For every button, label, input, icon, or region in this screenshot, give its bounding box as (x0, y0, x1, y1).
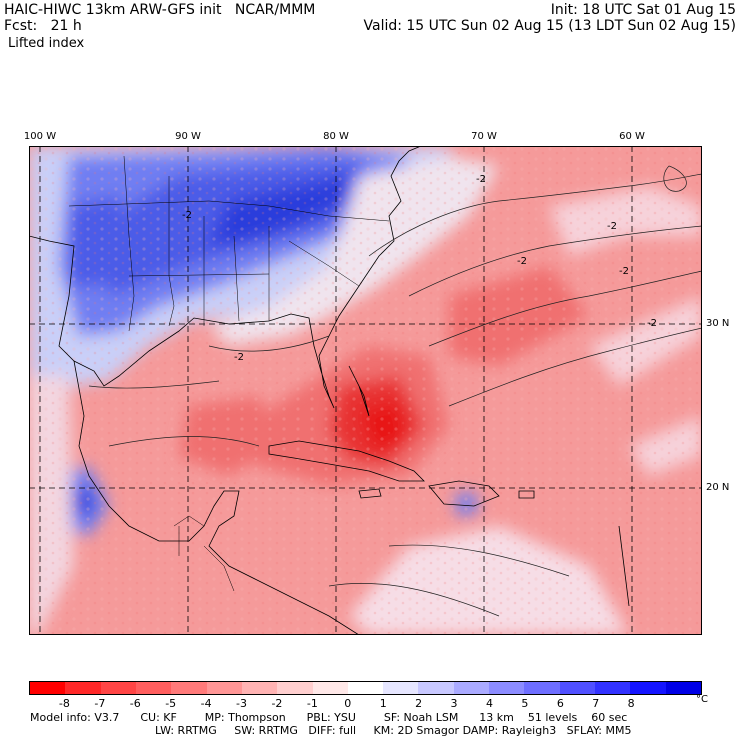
model-info-line-2: LW: RRTMG SW: RRTMG DIFF: full KM: 2D Sm… (155, 724, 632, 737)
colorbar-tick-label: -2 (271, 697, 283, 710)
colorbar-tick-label: -6 (129, 697, 141, 710)
colorbar-segment (135, 682, 172, 694)
colorbar-segment (347, 682, 384, 694)
forecast-hour: Fcst: 21 h (4, 18, 82, 34)
colorbar-segment (595, 682, 631, 694)
colorbar-tick-label: 3 (450, 697, 458, 710)
colorbar-tick-label: 2 (415, 697, 423, 710)
colorbar-tick-label: -3 (236, 697, 247, 710)
colorbar-tick-label: -1 (306, 697, 318, 710)
valid-time: Valid: 15 UTC Sun 02 Aug 15 (13 LDT Sun … (363, 18, 737, 34)
colorbar-segment (630, 682, 666, 694)
colorbar-segment (524, 682, 560, 694)
field-texture (29, 146, 702, 635)
colorbar-tick-label: -7 (94, 697, 106, 710)
colorbar-tick-label: 8 (627, 697, 635, 710)
colorbar-tick-label: 0 (344, 697, 352, 710)
colorbar-tick-label: 5 (521, 697, 529, 710)
contour-label: -2 (476, 174, 486, 185)
colorbar (29, 681, 702, 695)
colorbar-tick-label: 6 (556, 697, 564, 710)
contour-label: -2 (647, 318, 657, 329)
colorbar-segment (559, 682, 595, 694)
contour-label: -2 (619, 266, 629, 277)
latlon-grid (29, 146, 702, 635)
contour-labels: -2 -2 -2 -2 -2 -2 -2 (182, 174, 657, 363)
model-info-line-1: Model info: V3.7 CU: KF MP: Thompson PBL… (30, 711, 628, 724)
colorbar-tick-label: 4 (485, 697, 493, 710)
model-title: HAIC-HIWC 13km ARW-GFS init NCAR/MMM (4, 2, 316, 18)
colorbar-segment (418, 682, 454, 694)
contour-label: -2 (607, 221, 617, 232)
political-borders (68, 155, 390, 592)
colorbar-tick-label: 7 (592, 697, 600, 710)
colorbar-segment (206, 682, 242, 694)
lifted-index-contours (88, 165, 702, 617)
lon-label-60w: 60 W (619, 131, 645, 142)
lon-label-100w: 100 W (23, 131, 57, 142)
map-frame (29, 146, 702, 635)
colorbar-tick-label: -4 (200, 697, 212, 710)
lon-label-90w: 90 W (175, 131, 201, 142)
colorbar-segment (100, 682, 136, 694)
lat-label-20n: 20 N (706, 482, 730, 493)
lon-label-70w: 70 W (471, 131, 497, 142)
colorbar-segment (30, 682, 66, 694)
colorbar-segment (453, 682, 490, 694)
init-time: Init: 18 UTC Sat 01 Aug 15 (550, 2, 736, 18)
colorbar-segment (241, 682, 278, 694)
colorbar-segment (489, 682, 525, 694)
colorbar-segment (665, 682, 701, 694)
lon-label-80w: 80 W (323, 131, 349, 142)
colorbar-unit: °C (696, 694, 708, 705)
colorbar-segment (383, 682, 419, 694)
colorbar-segment (312, 682, 348, 694)
contour-label: -2 (234, 352, 244, 363)
colorbar-segment (171, 682, 207, 694)
contour-label: -2 (517, 256, 527, 267)
contour-label: -2 (182, 210, 192, 221)
coastlines (29, 146, 630, 635)
colorbar-segment (277, 682, 313, 694)
colorbar-tick-label: -5 (165, 697, 177, 710)
colorbar-tick-label: -8 (58, 697, 70, 710)
lat-label-30n: 30 N (706, 318, 730, 329)
colorbar-tick-label: 1 (379, 697, 387, 710)
lifted-index-map: -2 -2 -2 -2 -2 -2 -2 (29, 146, 702, 635)
field-name: Lifted index (8, 36, 85, 51)
colorbar-segment (65, 682, 101, 694)
